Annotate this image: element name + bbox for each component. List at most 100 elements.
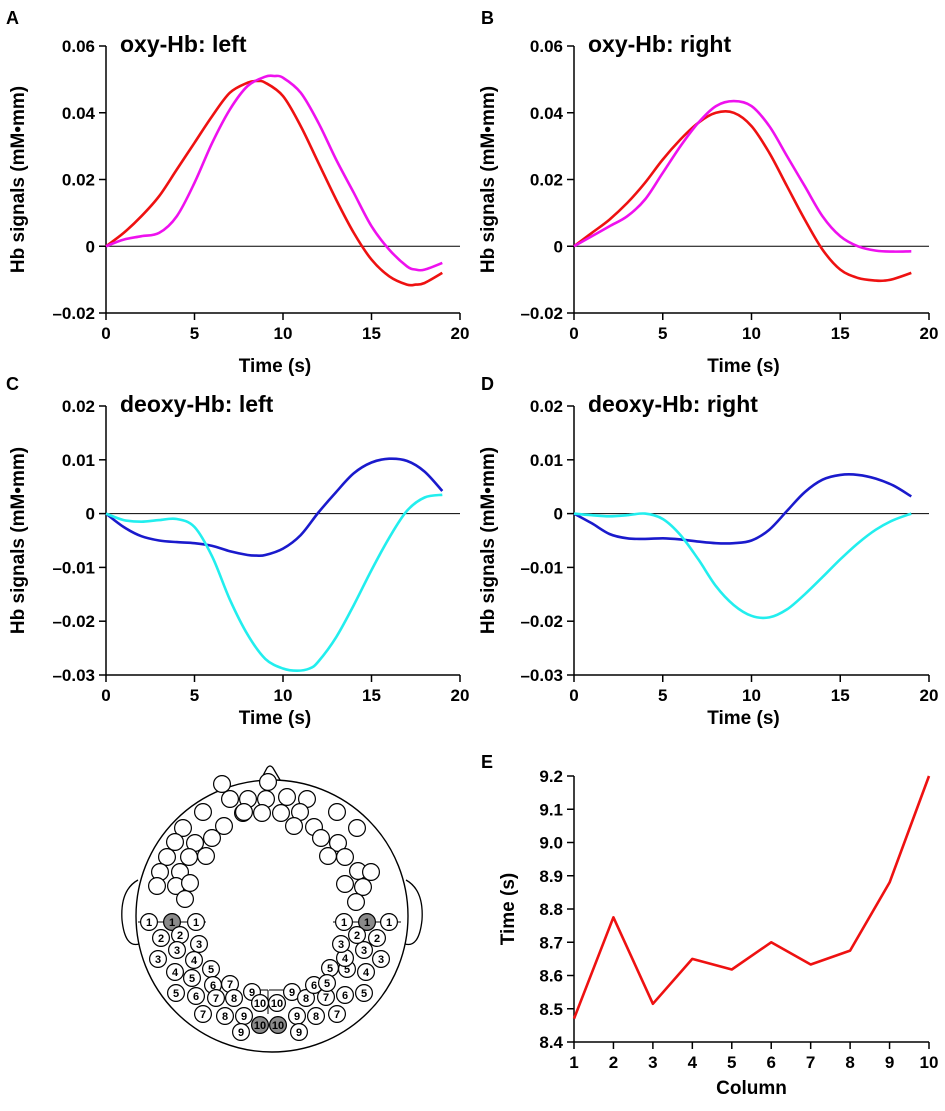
probe-empty (180, 847, 199, 866)
channel-number: 3 (155, 954, 161, 966)
y-tick-label: 8.8 (539, 900, 563, 919)
x-tick-label: 10 (274, 324, 293, 343)
x-tick-label: 20 (920, 686, 939, 705)
channel-10: 10 (251, 993, 270, 1012)
y-tick-label: 8.6 (539, 967, 563, 986)
probe-empty (347, 892, 366, 911)
channel-number: 10 (254, 1020, 266, 1032)
channel-number: 6 (193, 991, 199, 1003)
y-tick-label: –0.03 (520, 666, 563, 685)
y-tick-label: 0 (86, 237, 95, 256)
y-tick-label: 8.7 (539, 933, 563, 952)
channel-number: 9 (238, 1027, 244, 1039)
y-tick-label: 8.9 (539, 867, 563, 886)
channel-number: 6 (342, 990, 348, 1002)
channel-circle (225, 988, 244, 1007)
probe-empty (215, 816, 234, 835)
channel-1: 1 (187, 912, 206, 931)
probe-empty (194, 802, 213, 821)
x-tick-label: 10 (742, 686, 761, 705)
y-tick-label: 0.01 (530, 451, 563, 470)
series-line-magenta (105, 74, 443, 272)
probe-empty (285, 816, 304, 835)
channel-5: 5 (321, 958, 340, 977)
channel-number: 2 (158, 933, 164, 945)
channel-number: 2 (374, 933, 380, 945)
channel-circle (307, 1006, 326, 1025)
channel-number: 5 (208, 964, 214, 976)
channel-4: 4 (357, 962, 376, 981)
channel-8: 8 (216, 1006, 235, 1025)
y-tick-label: 0.01 (62, 451, 95, 470)
channel-10: 10 (269, 1015, 288, 1034)
channel-circle (166, 962, 185, 981)
x-axis-title: Column (716, 1078, 787, 1099)
panel-letter: E (481, 752, 493, 772)
channel-9: 9 (290, 1022, 309, 1041)
x-tick-label: 20 (451, 686, 470, 705)
channel-number: 5 (173, 988, 179, 1000)
channel-circle (358, 912, 377, 931)
series-line-blue (573, 473, 912, 545)
channel-circle (190, 934, 209, 953)
channel-3: 3 (149, 949, 168, 968)
x-tick-label: 7 (806, 1053, 815, 1072)
channel-number: 7 (334, 1009, 340, 1021)
channel-circle (216, 1006, 235, 1025)
y-axis-title: Hb signals (mM•mm) (8, 447, 29, 634)
x-tick-label: 0 (101, 686, 110, 705)
channel-number: 3 (338, 939, 344, 951)
channel-circle (232, 1022, 251, 1041)
y-tick-label: –0.01 (52, 558, 95, 577)
panel-letter: A (6, 8, 19, 28)
channel-3: 3 (190, 934, 209, 953)
y-tick-label: 0 (554, 237, 563, 256)
channel-1: 1 (358, 912, 377, 931)
x-axis-title: Time (s) (707, 708, 780, 729)
x-tick-label: 2 (609, 1053, 618, 1072)
channel-circle (187, 912, 206, 931)
head-ear-left (121, 879, 140, 946)
channel-9: 9 (235, 1006, 254, 1025)
channel-circle (268, 993, 287, 1012)
probe-empty (197, 846, 216, 865)
y-tick-label: 9.2 (539, 767, 563, 786)
channel-number: 2 (354, 930, 360, 942)
y-tick-label: 9.0 (539, 834, 563, 853)
x-tick-label: 5 (727, 1053, 736, 1072)
probe-empty (328, 802, 347, 821)
channel-number: 5 (361, 988, 367, 1000)
chart-title: oxy-Hb: right (588, 31, 731, 57)
x-axis-title: Time (s) (239, 356, 312, 377)
y-tick-label: –0.03 (52, 666, 95, 685)
channel-1: 1 (163, 912, 182, 931)
channel-circle (163, 912, 182, 931)
channel-number: 9 (289, 987, 295, 999)
y-axis-title: Hb signals (mM•mm) (478, 86, 499, 273)
channel-circle (372, 949, 391, 968)
probe-empty (362, 862, 381, 881)
channel-number: 7 (200, 1009, 206, 1021)
channel-5: 5 (318, 973, 337, 992)
series-line-blue (105, 457, 444, 558)
channel-number: 1 (193, 917, 199, 929)
series-line-magenta (573, 99, 912, 253)
y-tick-label: –0.02 (52, 304, 95, 323)
y-tick-label: 0.02 (530, 397, 563, 416)
x-tick-label: 9 (885, 1053, 894, 1072)
channel-8: 8 (297, 988, 316, 1007)
y-tick-label: –0.02 (52, 612, 95, 631)
probe-empty (336, 847, 355, 866)
channel-8: 8 (307, 1006, 326, 1025)
channel-number: 10 (271, 998, 283, 1010)
x-tick-label: 15 (362, 324, 381, 343)
x-tick-label: 15 (831, 324, 850, 343)
channel-number: 6 (311, 980, 317, 992)
probe-empty (348, 818, 367, 837)
channel-circle (332, 934, 351, 953)
